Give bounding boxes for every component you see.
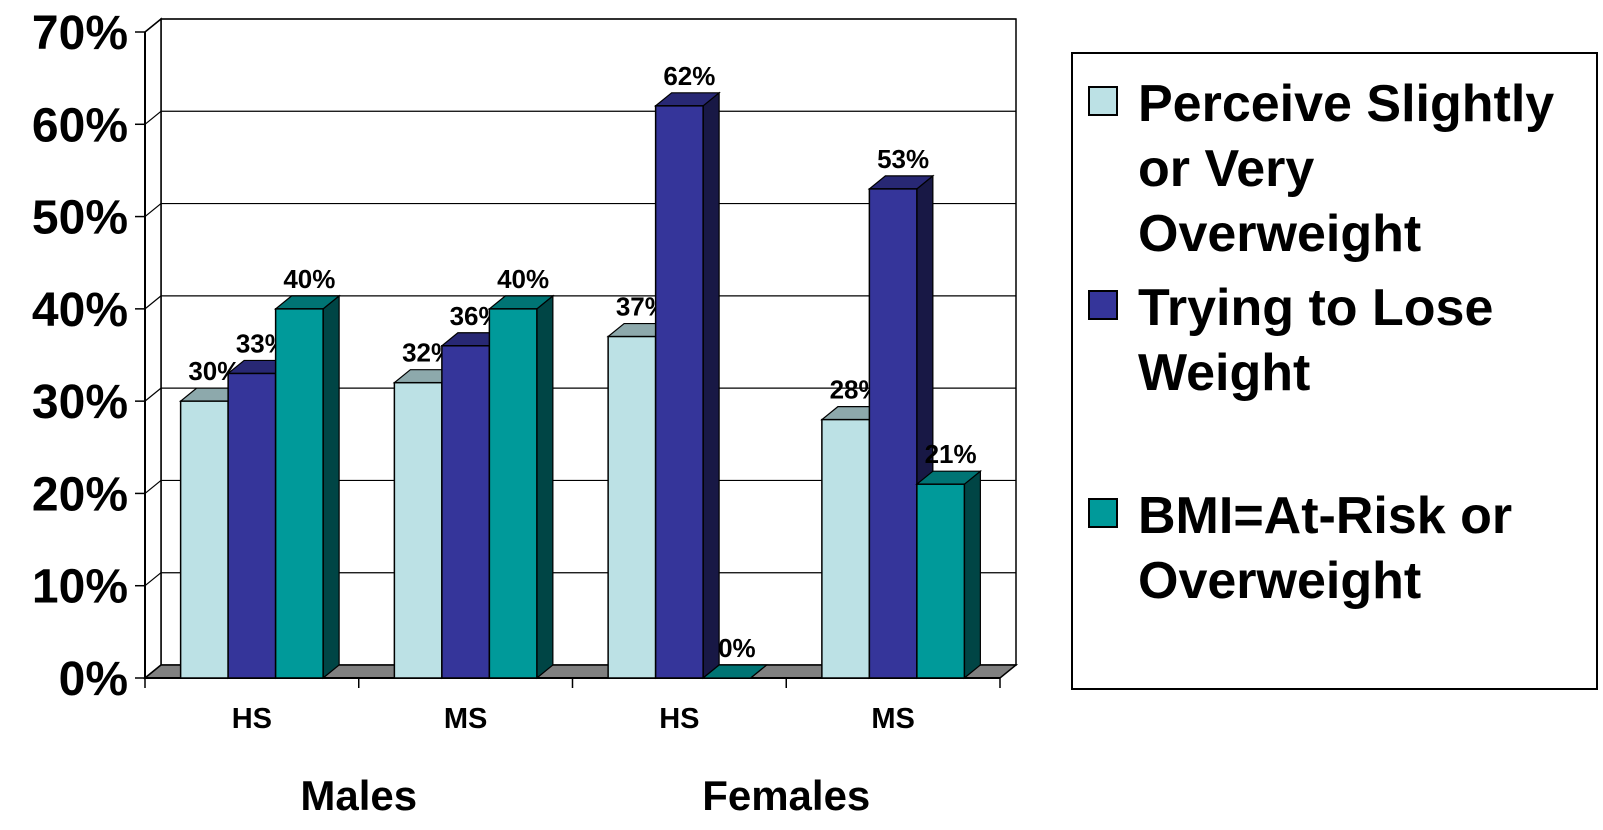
bar xyxy=(393,381,443,679)
legend-swatch-bmi-at-risk xyxy=(1088,498,1118,528)
bar-side xyxy=(322,294,340,680)
legend-swatch-perceive-overweight xyxy=(1088,86,1118,116)
bar-side xyxy=(963,469,981,680)
bar xyxy=(607,335,657,679)
bar xyxy=(227,372,277,679)
gridline-side xyxy=(144,110,162,125)
chart-legend: Perceive Slightly or Very Overweight Try… xyxy=(1071,52,1598,690)
legend-label-trying-to-lose-weight: Trying to Lose Weight xyxy=(1138,279,1494,402)
group-label: Females xyxy=(702,772,870,819)
bar-top xyxy=(701,664,769,679)
legend-item-bmi-at-risk: BMI=At-Risk or Overweight xyxy=(1088,484,1588,614)
data-label: 0% xyxy=(718,633,756,663)
y-tick-label: 10% xyxy=(32,561,128,614)
data-label: 62% xyxy=(663,61,715,91)
legend-label-perceive-overweight: Perceive Slightly or Very Overweight xyxy=(1138,75,1555,263)
data-label: 40% xyxy=(283,264,335,294)
bar xyxy=(868,188,918,679)
bar xyxy=(654,105,704,679)
gridline-side xyxy=(144,572,162,587)
y-tick-label: 50% xyxy=(32,192,128,245)
gridline-side xyxy=(144,203,162,218)
bar xyxy=(441,345,491,679)
y-tick-label: 30% xyxy=(32,376,128,429)
bar xyxy=(179,400,229,679)
bar xyxy=(274,308,324,679)
y-tick-label: 70% xyxy=(32,7,128,60)
y-tick-label: 0% xyxy=(59,653,128,706)
legend-item-perceive-overweight: Perceive Slightly or Very Overweight xyxy=(1088,72,1588,267)
bar xyxy=(821,418,871,679)
x-tick-label: HS xyxy=(659,703,699,735)
y-tick-label: 20% xyxy=(32,468,128,521)
bar-side xyxy=(702,91,720,680)
group-label: Males xyxy=(300,772,417,819)
bar xyxy=(916,483,966,679)
x-tick-label: HS xyxy=(232,703,272,735)
data-label: 53% xyxy=(877,144,929,174)
legend-swatch-trying-to-lose-weight xyxy=(1088,290,1118,320)
legend-item-trying-to-lose-weight: Trying to Lose Weight xyxy=(1088,276,1588,406)
bar xyxy=(488,308,538,679)
data-label: 40% xyxy=(497,264,549,294)
legend-label-bmi-at-risk: BMI=At-Risk or Overweight xyxy=(1138,487,1513,610)
gridline-side xyxy=(144,18,162,33)
gridline-side xyxy=(144,387,162,402)
data-label: 21% xyxy=(925,439,977,469)
y-tick-label: 40% xyxy=(32,284,128,337)
y-tick-label: 60% xyxy=(32,99,128,152)
gridline-side xyxy=(144,479,162,494)
x-tick-label: MS xyxy=(871,703,915,735)
gridline-side xyxy=(144,295,162,310)
x-tick-label: MS xyxy=(444,703,488,735)
bar-side xyxy=(536,294,554,680)
